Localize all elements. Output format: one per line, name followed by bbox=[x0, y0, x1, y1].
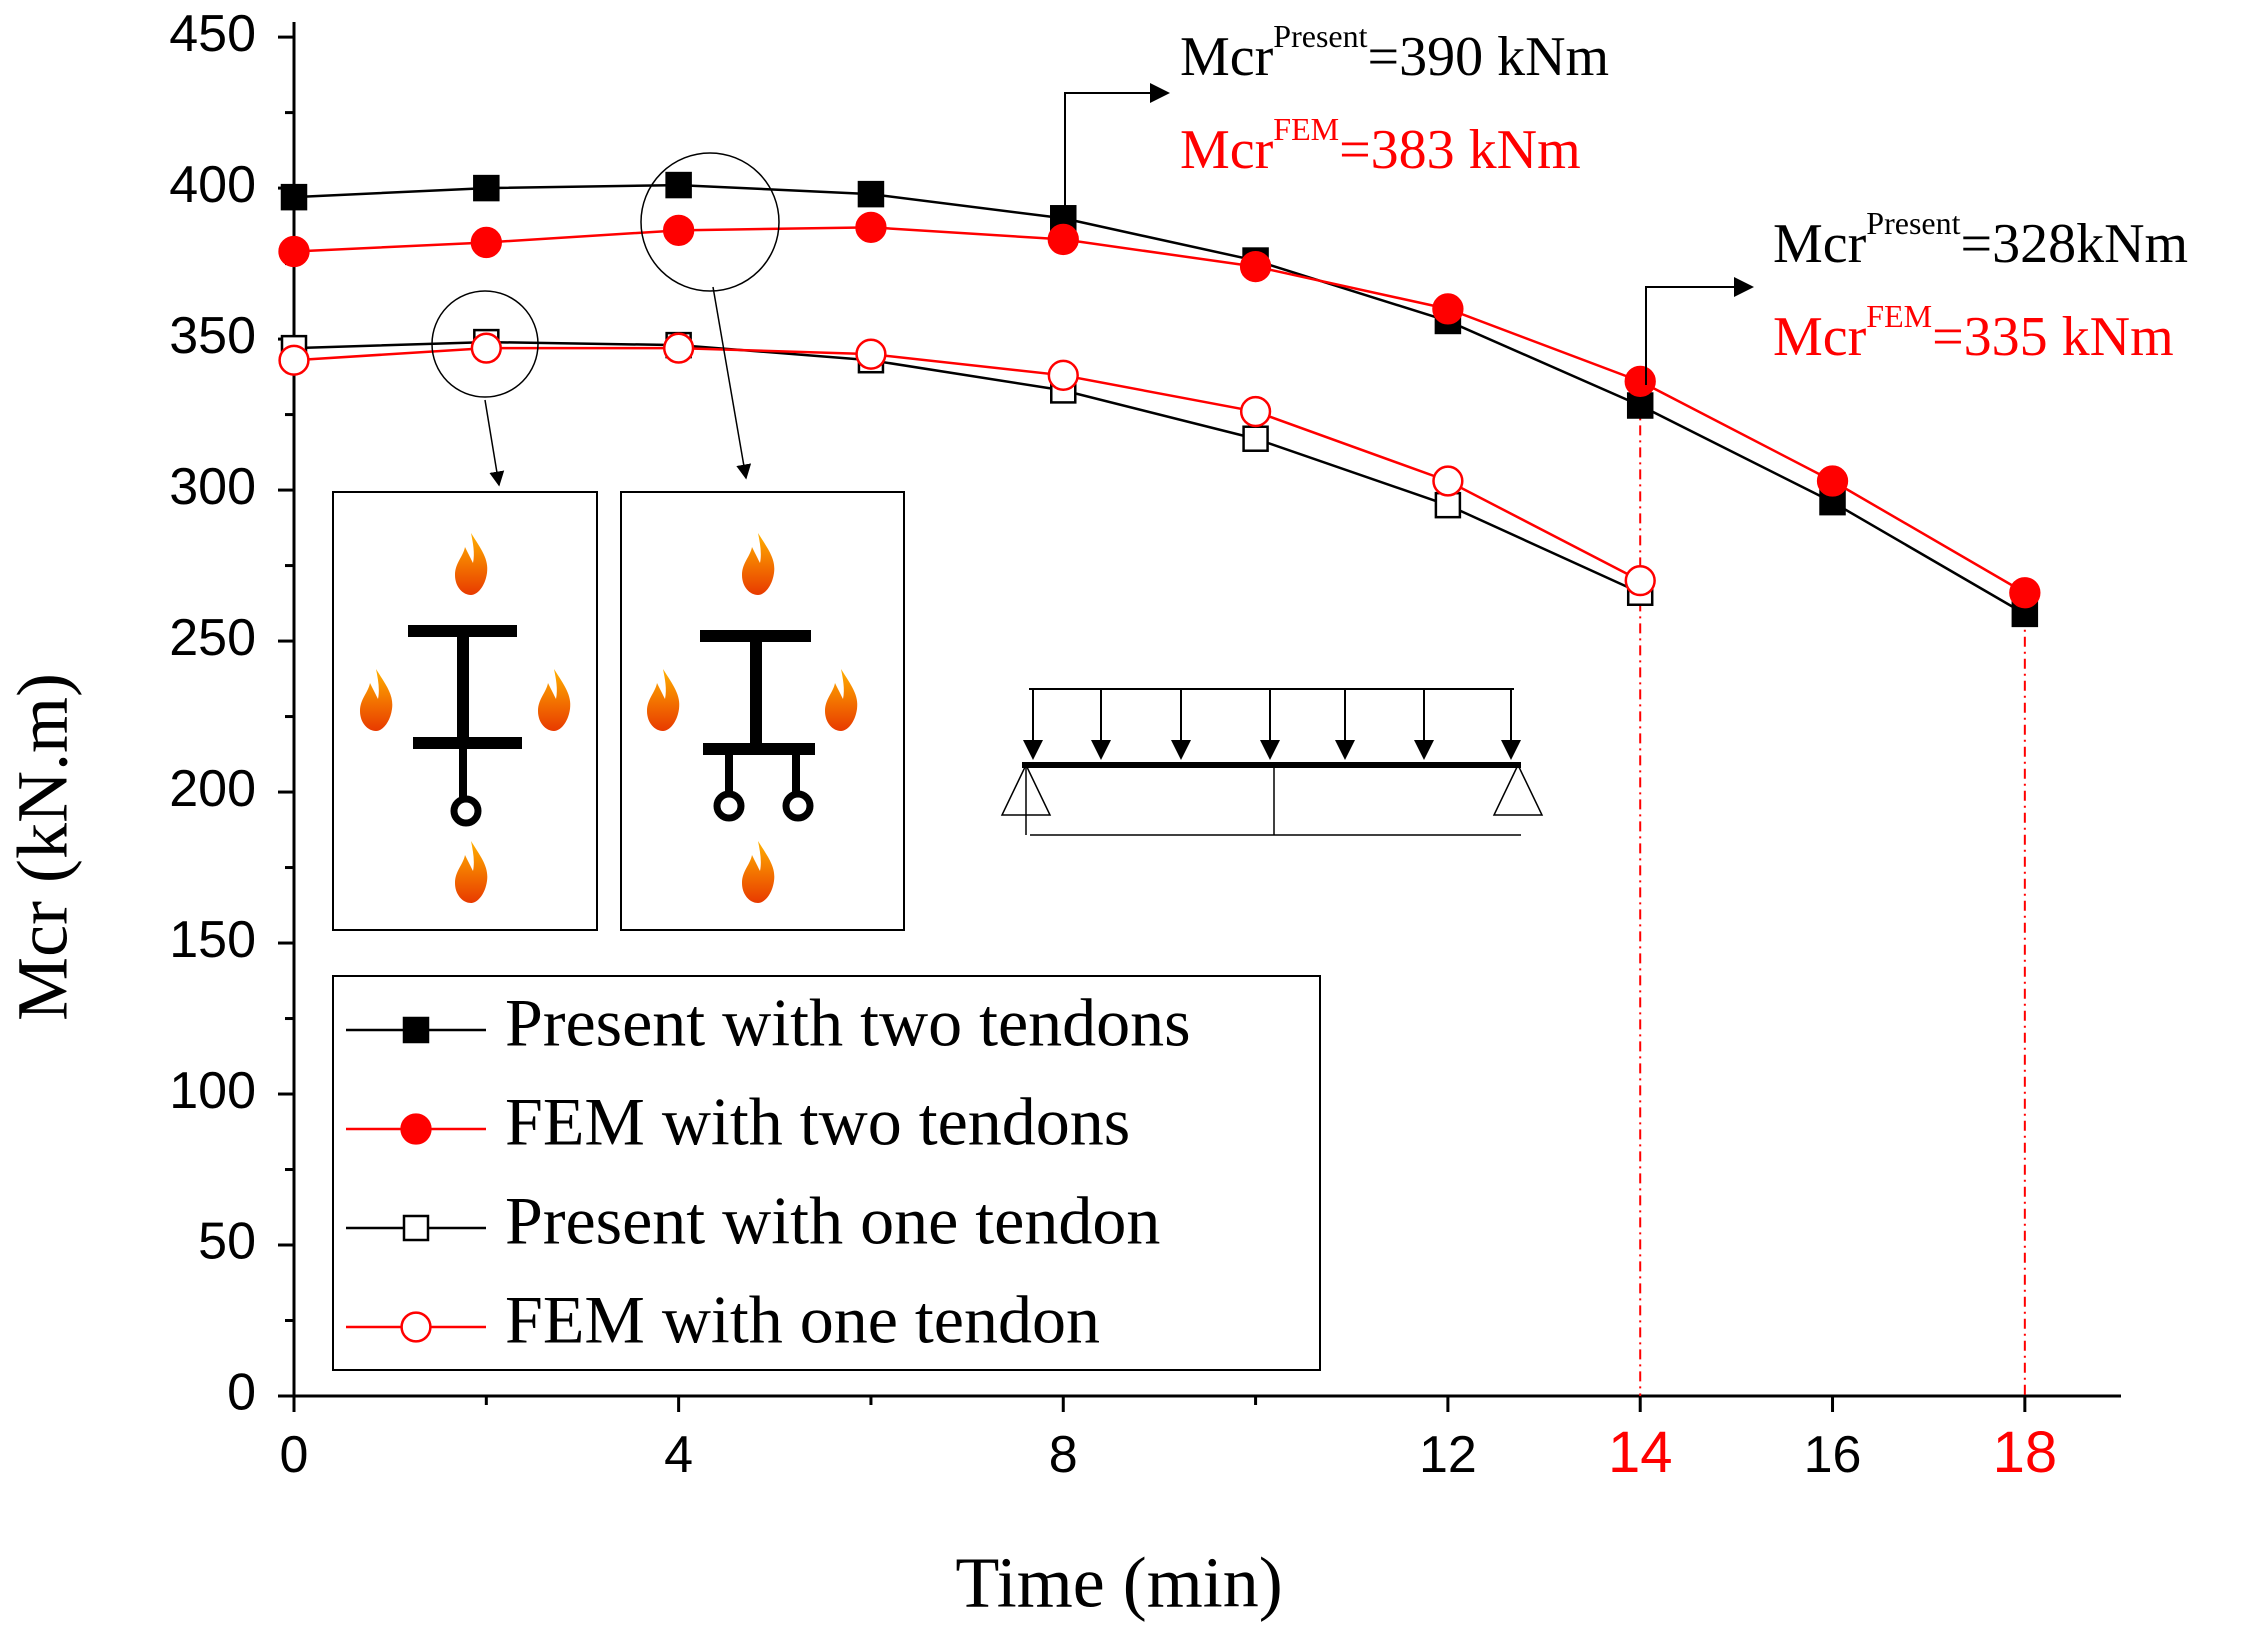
annotation-value: =335 kNm bbox=[1932, 306, 2174, 368]
y-tick-label: 150 bbox=[169, 911, 256, 969]
marker bbox=[280, 183, 308, 211]
annotation-sup: FEM bbox=[1273, 111, 1339, 147]
x-tick-label: 14 bbox=[1608, 1420, 1673, 1485]
annotation-base: Mcr bbox=[1773, 213, 1867, 275]
marker bbox=[470, 332, 502, 364]
y-tick-label: 300 bbox=[169, 458, 256, 516]
marker bbox=[662, 214, 695, 247]
legend-label: Present with two tendons bbox=[505, 985, 1191, 1061]
y-axis-title: Mcr (kN.m) bbox=[3, 673, 83, 1021]
y-tick-label: 200 bbox=[169, 760, 256, 818]
x-axis-title: Time (min) bbox=[955, 1543, 1282, 1623]
x-tick-label: 18 bbox=[1993, 1420, 2058, 1485]
annotation-value: =383 kNm bbox=[1339, 119, 1581, 181]
marker bbox=[1047, 223, 1079, 256]
annotation-sup: Present bbox=[1866, 205, 1960, 241]
inset-one-tendon bbox=[332, 491, 598, 931]
marker bbox=[1239, 395, 1272, 428]
inset-two-tendons bbox=[620, 491, 905, 931]
y-tick-label: 400 bbox=[169, 156, 256, 214]
callouts bbox=[431, 83, 1754, 487]
plot: 0 50 100 150 200 250 300 350 400 450 0 4 8 12 14 16 18 bbox=[169, 5, 2121, 1485]
annotation-value: =328kNm bbox=[1961, 213, 2189, 275]
series-line bbox=[293, 340, 1641, 594]
x-tick-label: 8 bbox=[1049, 1426, 1078, 1484]
y-tick-label: 250 bbox=[169, 609, 256, 667]
marker bbox=[2009, 577, 2041, 609]
legend-label: FEM with two tendons bbox=[505, 1084, 1130, 1160]
series-line bbox=[293, 346, 1641, 582]
marker bbox=[1432, 293, 1464, 325]
y-tick-label: 0 bbox=[227, 1364, 256, 1422]
marker bbox=[400, 1311, 432, 1343]
marker bbox=[1432, 465, 1464, 497]
y-tick-label: 350 bbox=[169, 307, 256, 365]
beam-diagram bbox=[1000, 688, 1544, 836]
annotation: McrPresent=328kNm bbox=[1773, 205, 2188, 275]
marker bbox=[855, 338, 887, 370]
legend-box bbox=[332, 975, 1321, 1371]
marker bbox=[1242, 425, 1269, 452]
legend-label: Present with one tendon bbox=[505, 1183, 1160, 1259]
annotation-base: Mcr bbox=[1180, 119, 1274, 181]
marker bbox=[1626, 392, 1654, 419]
marker bbox=[662, 332, 695, 364]
marker bbox=[1624, 565, 1656, 597]
y-tick-label: 100 bbox=[169, 1062, 256, 1120]
marker bbox=[1816, 465, 1849, 497]
series-line bbox=[293, 226, 2026, 594]
marker bbox=[278, 235, 310, 268]
marker bbox=[1624, 365, 1656, 398]
x-tick-label: 0 bbox=[280, 1426, 309, 1484]
marker bbox=[402, 1016, 430, 1044]
marker bbox=[665, 171, 692, 199]
y-tick-label: 50 bbox=[198, 1213, 256, 1271]
annotation: McrFEM=383 kNm bbox=[1180, 111, 1581, 181]
annotation-sup: FEM bbox=[1866, 298, 1932, 334]
annotation-base: Mcr bbox=[1773, 306, 1867, 368]
marker bbox=[855, 211, 887, 243]
marker bbox=[278, 344, 310, 376]
annotation: McrFEM=335 kNm bbox=[1773, 298, 2174, 368]
x-tick-label: 16 bbox=[1804, 1426, 1862, 1484]
y-tick-label: 450 bbox=[169, 5, 256, 63]
annotation-sup: Present bbox=[1273, 18, 1367, 54]
x-tick-label: 4 bbox=[664, 1426, 693, 1484]
annotation-value: =390 kNm bbox=[1368, 26, 1610, 88]
x-tick-label: 12 bbox=[1419, 1426, 1477, 1484]
annotation-base: Mcr bbox=[1180, 26, 1274, 88]
marker bbox=[1434, 491, 1462, 519]
marker bbox=[1047, 359, 1079, 391]
legend: Present with two tendons FEM with two ten… bbox=[332, 975, 1321, 1371]
marker bbox=[470, 226, 502, 259]
legend-label: FEM with one tendon bbox=[505, 1282, 1100, 1358]
marker bbox=[1239, 250, 1272, 283]
annotation: McrPresent=390 kNm bbox=[1180, 18, 1609, 88]
series-line bbox=[293, 183, 2026, 615]
marker bbox=[857, 180, 885, 208]
marker bbox=[402, 1214, 430, 1242]
marker bbox=[400, 1113, 432, 1145]
marker bbox=[473, 174, 500, 202]
